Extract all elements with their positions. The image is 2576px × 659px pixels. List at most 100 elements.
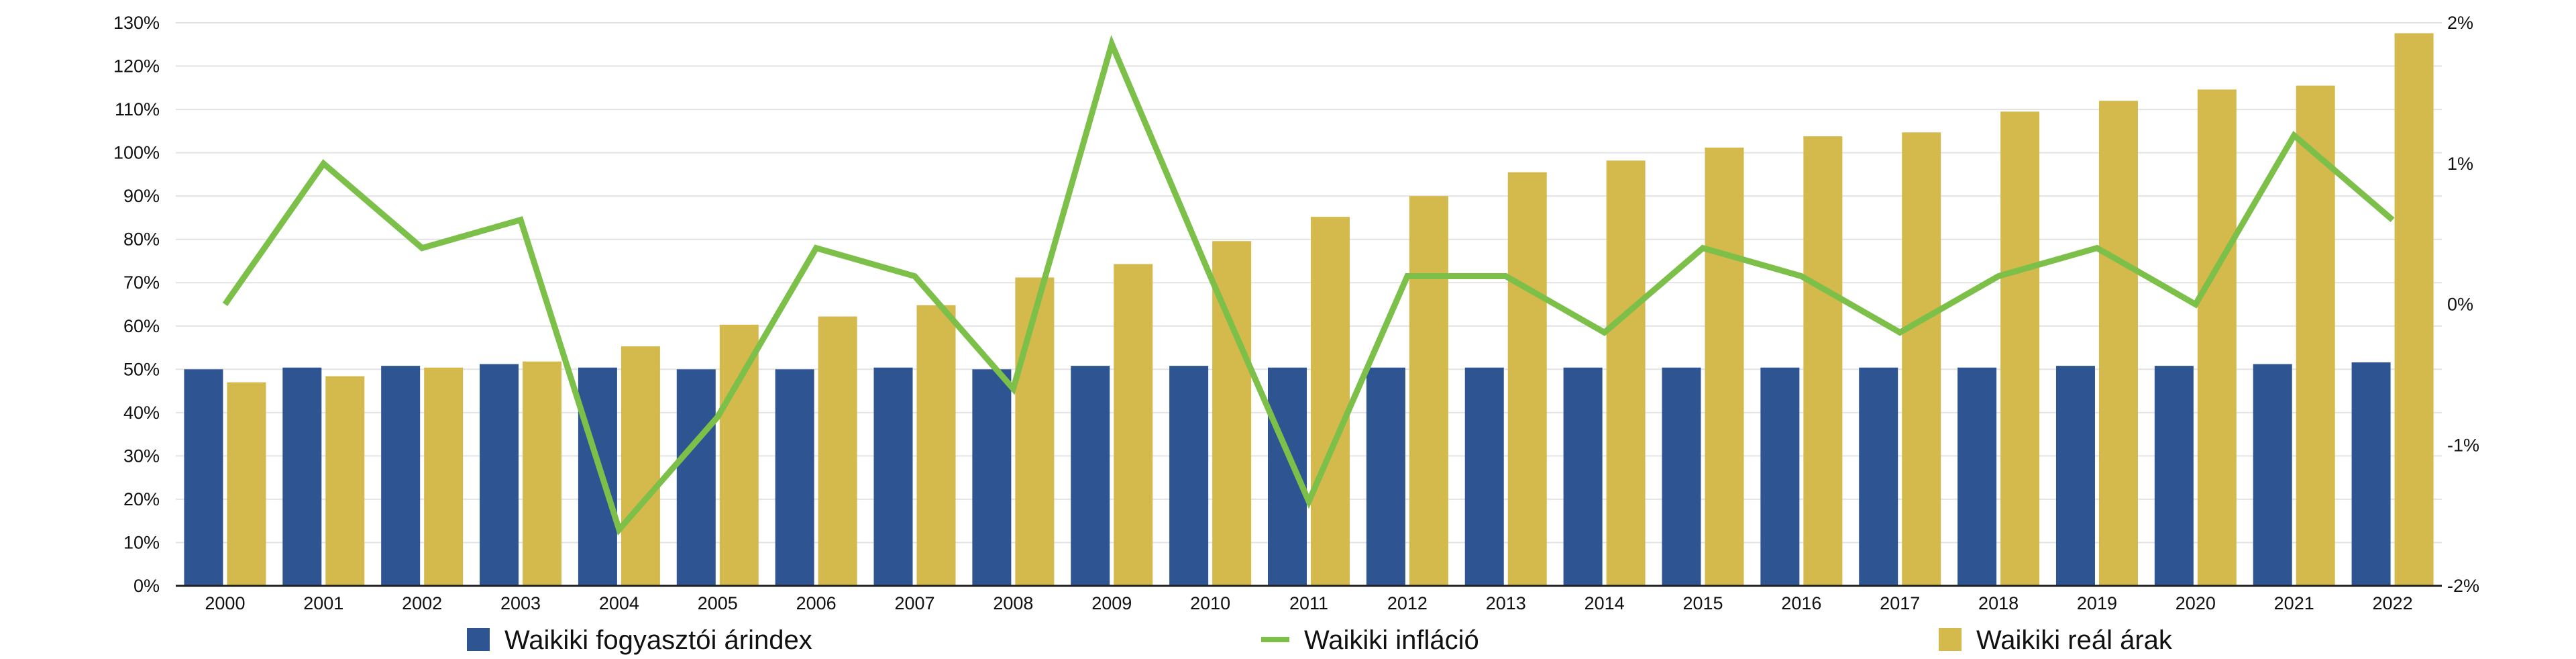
- legend-item-cpi: Waikiki fogyasztói árindex: [467, 625, 812, 655]
- bar-real-price: [818, 317, 857, 586]
- left-axis-ticks: 0% 10% 20% 30% 40% 50% 60% 70% 80% 90% 100% 110% 120…: [113, 13, 160, 596]
- bar-real-price: [917, 305, 956, 586]
- bar-cpi: [282, 368, 321, 586]
- x-tick-label: 2014: [1585, 593, 1625, 613]
- left-tick-label: 40%: [123, 403, 160, 423]
- bar-cpi: [2253, 364, 2292, 586]
- legend-item-inflation: Waikiki infláció: [1261, 625, 1479, 655]
- bar-real-price: [1508, 172, 1547, 586]
- bar-real-price: [2198, 89, 2237, 586]
- bar-cpi: [184, 369, 223, 586]
- x-tick-label: 2016: [1781, 593, 1821, 613]
- x-tick-label: 2006: [796, 593, 837, 613]
- x-tick-label: 2012: [1387, 593, 1428, 613]
- left-tick-label: 30%: [123, 446, 160, 466]
- bar-cpi: [1859, 368, 1898, 586]
- x-tick-label: 2005: [698, 593, 738, 613]
- bar-cpi: [381, 366, 420, 586]
- left-tick-label: 0%: [133, 576, 160, 596]
- bar-real-price: [1114, 264, 1152, 586]
- legend-item-real-prices: Waikiki reál árak: [1939, 625, 2173, 655]
- bar-cpi: [1071, 366, 1110, 586]
- x-tick-label: 2013: [1486, 593, 1526, 613]
- left-tick-label: 120%: [113, 56, 160, 77]
- bar-real-price: [2296, 86, 2335, 586]
- bar-real-price: [1409, 196, 1448, 586]
- bar-cpi: [677, 369, 716, 586]
- bar-real-price: [1705, 148, 1743, 586]
- left-tick-label: 80%: [123, 230, 160, 250]
- x-tick-label: 2002: [402, 593, 442, 613]
- bar-cpi: [1662, 368, 1701, 586]
- bar-real-price: [1902, 132, 1941, 586]
- bar-cpi: [874, 368, 913, 586]
- legend: Waikiki fogyasztói árindex Waikiki inflá…: [467, 625, 2173, 655]
- x-tick-label: 2019: [2077, 593, 2117, 613]
- series-cpi-bars: [184, 362, 2390, 586]
- bar-cpi: [1760, 368, 1799, 586]
- x-tick-label: 2021: [2274, 593, 2314, 613]
- bar-cpi: [2155, 366, 2194, 586]
- right-tick-label: -2%: [2447, 576, 2479, 596]
- x-tick-label: 2010: [1190, 593, 1230, 613]
- legend-swatch-real-prices: [1939, 628, 1962, 651]
- x-tick-label: 2020: [2176, 593, 2216, 613]
- bar-real-price: [1803, 136, 1842, 586]
- x-axis-ticks: 2000 2001 2002 2003 2004 2005 2006 2007 2008 2009…: [205, 593, 2412, 613]
- x-tick-label: 2008: [993, 593, 1033, 613]
- bar-cpi: [775, 369, 814, 586]
- x-tick-label: 2017: [1880, 593, 1920, 613]
- x-tick-label: 2015: [1682, 593, 1723, 613]
- legend-swatch-cpi: [467, 628, 490, 651]
- legend-label-cpi: Waikiki fogyasztói árindex: [504, 625, 812, 655]
- bar-cpi: [972, 369, 1011, 586]
- bar-cpi: [1957, 368, 1996, 586]
- bar-real-price: [523, 362, 561, 586]
- left-tick-label: 100%: [113, 143, 160, 163]
- left-tick-label: 70%: [123, 272, 160, 293]
- bar-real-price: [227, 383, 266, 586]
- x-tick-label: 2009: [1091, 593, 1132, 613]
- bar-cpi: [480, 364, 519, 586]
- bar-real-price: [720, 325, 759, 586]
- left-tick-label: 110%: [115, 99, 160, 119]
- right-tick-label: -1%: [2447, 435, 2479, 455]
- bar-real-price: [325, 376, 364, 586]
- right-tick-label: 0%: [2447, 295, 2473, 315]
- right-axis-ticks: 2% 1% 0% -1% -2%: [2447, 13, 2479, 596]
- x-tick-label: 2022: [2373, 593, 2413, 613]
- bar-cpi: [1465, 368, 1504, 586]
- bar-real-price: [2395, 33, 2434, 586]
- bar-cpi: [1366, 368, 1405, 586]
- x-tick-label: 2007: [894, 593, 934, 613]
- left-tick-label: 50%: [123, 359, 160, 379]
- bar-real-price: [1311, 217, 1350, 586]
- x-tick-label: 2001: [303, 593, 343, 613]
- bar-real-price: [2099, 101, 2138, 586]
- bar-real-price: [424, 368, 463, 586]
- left-tick-label: 10%: [123, 532, 160, 552]
- left-tick-label: 130%: [113, 13, 160, 33]
- bar-real-price: [2000, 111, 2039, 586]
- x-tick-label: 2018: [1978, 593, 2019, 613]
- bar-cpi: [578, 368, 617, 586]
- bar-real-price: [621, 346, 660, 586]
- x-tick-label: 2003: [500, 593, 541, 613]
- x-tick-label: 2000: [205, 593, 245, 613]
- series-real-price-bars: [227, 33, 2433, 586]
- bar-real-price: [1607, 160, 1646, 586]
- legend-label-inflation: Waikiki infláció: [1304, 625, 1479, 655]
- left-tick-label: 20%: [123, 489, 160, 509]
- left-tick-label: 90%: [123, 186, 160, 206]
- bar-cpi: [1564, 368, 1603, 586]
- right-tick-label: 2%: [2447, 13, 2473, 33]
- bar-cpi: [2352, 362, 2391, 586]
- x-tick-label: 2011: [1289, 593, 1328, 613]
- bar-cpi: [2056, 366, 2095, 586]
- x-tick-label: 2004: [599, 593, 639, 613]
- right-tick-label: 1%: [2447, 154, 2473, 174]
- legend-label-real-prices: Waikiki reál árak: [1976, 625, 2173, 655]
- left-tick-label: 60%: [123, 316, 160, 336]
